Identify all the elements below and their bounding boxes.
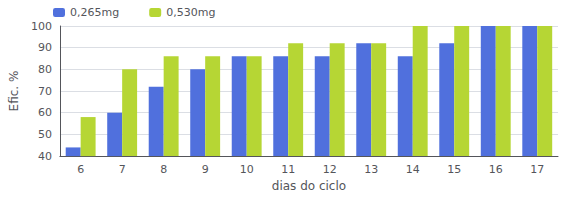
svg-text:70: 70 <box>38 85 52 98</box>
svg-text:50: 50 <box>38 128 52 141</box>
svg-text:17: 17 <box>530 163 544 176</box>
svg-text:16: 16 <box>489 163 503 176</box>
svg-text:100: 100 <box>31 20 52 33</box>
svg-text:0,265mg: 0,265mg <box>70 6 119 19</box>
svg-text:0,530mg: 0,530mg <box>166 6 215 19</box>
svg-text:13: 13 <box>364 163 378 176</box>
svg-text:11: 11 <box>281 163 295 176</box>
svg-text:6: 6 <box>77 163 84 176</box>
svg-text:Efic. %: Efic. % <box>7 71 21 112</box>
svg-text:90: 90 <box>38 41 52 54</box>
svg-text:10: 10 <box>240 163 254 176</box>
svg-text:8: 8 <box>160 163 167 176</box>
svg-text:80: 80 <box>38 63 52 76</box>
svg-text:60: 60 <box>38 106 52 119</box>
svg-text:12: 12 <box>323 163 337 176</box>
svg-text:9: 9 <box>202 163 209 176</box>
svg-text:14: 14 <box>406 163 420 176</box>
svg-text:dias do ciclo: dias do ciclo <box>272 179 346 193</box>
svg-text:40: 40 <box>38 150 52 163</box>
svg-text:15: 15 <box>447 163 461 176</box>
svg-text:7: 7 <box>119 163 126 176</box>
